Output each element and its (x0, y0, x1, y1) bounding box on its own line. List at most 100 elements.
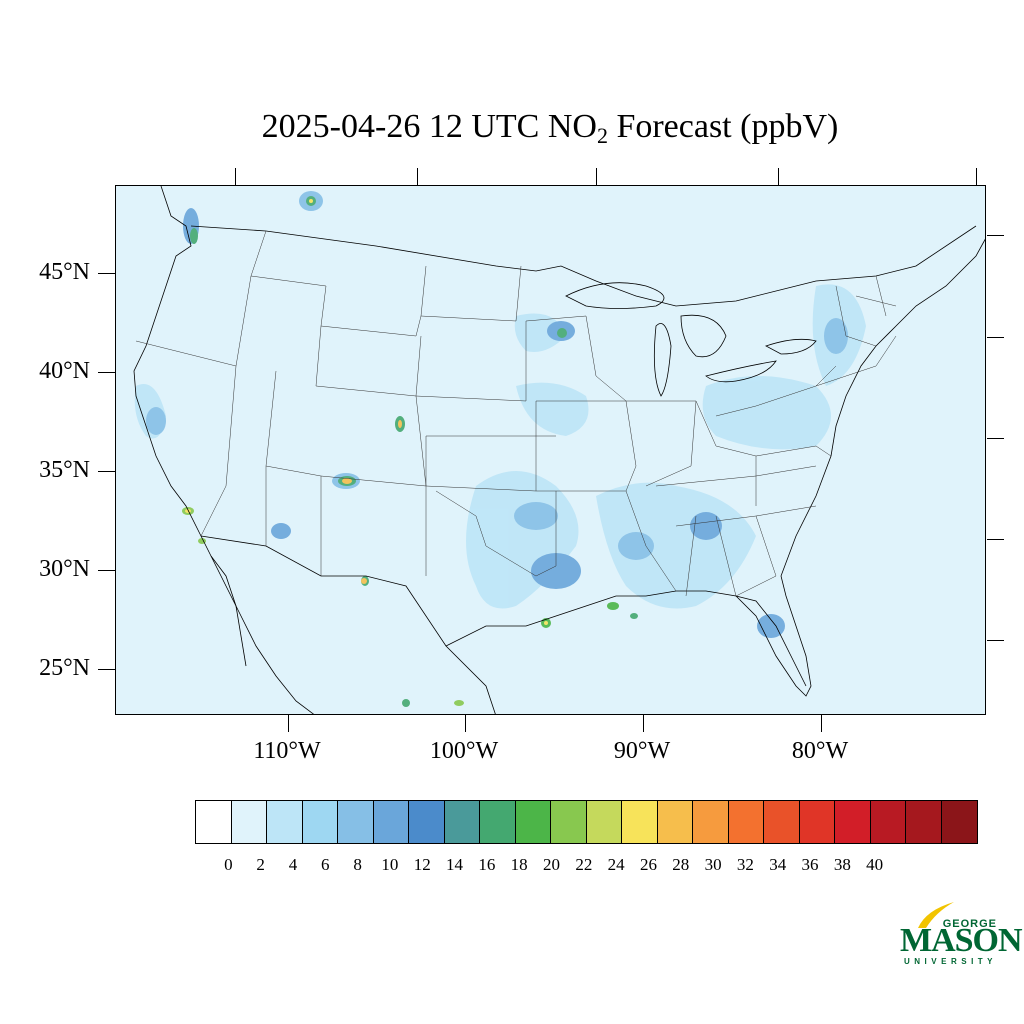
boundaries (133, 186, 985, 714)
lat-label: 45°N (39, 259, 90, 285)
logo-line2: MASON (900, 922, 1023, 959)
bottom-tick (821, 715, 822, 732)
us-canada-border (190, 225, 977, 307)
left-tick (98, 471, 115, 472)
colorbar-swatch (764, 801, 800, 843)
lake-ontario (764, 338, 817, 355)
colorbar-swatch (196, 801, 232, 843)
colorbar-label: 26 (639, 855, 657, 874)
colorbar-swatch (338, 801, 374, 843)
colorbar-label: 32 (736, 855, 754, 874)
title-suffix: Forecast (ppbV) (607, 108, 839, 145)
hotspot-chicago (557, 328, 567, 338)
hotspot-houston-core (544, 621, 548, 625)
colorbar-label: 16 (478, 855, 496, 874)
colorbar-label: 2 (256, 855, 265, 874)
colorbar-swatch (906, 801, 942, 843)
swoosh-icon (918, 902, 954, 928)
colorbar-swatch (870, 801, 906, 843)
colorbar-swatch (515, 801, 551, 843)
hotspot-monterrey (361, 578, 367, 584)
colorbar-label: 10 (381, 855, 399, 874)
concentration-region (702, 376, 831, 450)
right-tick (987, 337, 1004, 338)
concentration-region (531, 553, 581, 589)
hotspot-los-angeles-core (185, 509, 191, 513)
hotspot-phoenix-core (342, 478, 352, 484)
colorbar-label: 34 (769, 855, 787, 874)
bottom-tick (643, 715, 644, 732)
hotspot-seattle (190, 228, 198, 244)
right-tick (987, 438, 1004, 439)
hotspot-mexico-2 (454, 700, 464, 706)
concentration-region (516, 382, 589, 436)
colorbar-swatch (302, 801, 338, 843)
colorbar-label: 4 (288, 855, 298, 874)
right-tick (987, 539, 1004, 540)
top-tick (596, 168, 597, 185)
logo-line1: GEORGE (942, 918, 997, 930)
lake-huron (680, 314, 727, 358)
colorbar-swatch (941, 801, 977, 843)
colorbar-label: 28 (672, 855, 690, 874)
no2-field (134, 191, 866, 707)
title-subscript: 2 (596, 123, 608, 148)
bottom-tick (465, 715, 466, 732)
top-tick (417, 168, 418, 185)
colorbar-label: 14 (446, 855, 464, 874)
lon-label: 90°W (613, 738, 671, 764)
concentration-region (146, 407, 166, 435)
concentration-region (824, 318, 848, 354)
concentration-region (618, 532, 654, 560)
colorbar-swatch (622, 801, 658, 843)
colorbar-label: 36 (801, 855, 819, 874)
left-tick (98, 273, 115, 274)
concentration-region (596, 482, 756, 609)
colorbar-swatch (728, 801, 764, 843)
colorbar-swatch (231, 801, 267, 843)
colorbar-label: 0 (224, 855, 233, 874)
colorbar-swatch (551, 801, 587, 843)
concentration-region (514, 502, 558, 530)
lon-label: 80°W (791, 738, 849, 764)
colorbar-swatch (480, 801, 516, 843)
top-tick (778, 168, 779, 185)
colorbar-label: 40 (866, 855, 884, 874)
colorbar (195, 800, 978, 844)
hotspot-new-orleans-2 (630, 613, 638, 619)
colorbar-swatch (799, 801, 835, 843)
colorbar-label: 24 (607, 855, 625, 874)
hotspot-new-orleans (607, 602, 619, 610)
bottom-tick (288, 715, 289, 732)
hotspot-denver-core (398, 420, 402, 428)
colorbar-swatch (586, 801, 622, 843)
right-tick (987, 235, 1004, 236)
state-boundaries (135, 230, 897, 597)
top-tick (976, 168, 977, 185)
lon-label: 100°W (429, 738, 499, 764)
colorbar-label: 22 (575, 855, 593, 874)
usa-map (133, 186, 985, 714)
colorbar-swatch (409, 801, 445, 843)
hotspot-mexico-1 (402, 699, 410, 707)
chart-title: 2025-04-26 12 UTC NO2 Forecast (ppbV) (0, 108, 1024, 148)
colorbar-label: 6 (321, 855, 330, 874)
colorbar-swatch (657, 801, 693, 843)
lat-label: 35°N (39, 457, 90, 483)
colorbar-swatch (693, 801, 729, 843)
lat-label: 30°N (39, 556, 90, 582)
colorbar-label: 8 (353, 855, 362, 874)
colorbar-label: 12 (413, 855, 431, 874)
west-coastline (133, 186, 315, 714)
title-main: 2025-04-26 12 UTC NO (261, 108, 597, 145)
lake-michigan (653, 323, 672, 397)
lake-superior (565, 282, 665, 309)
right-tick (987, 640, 1004, 641)
colorbar-label: 20 (543, 855, 560, 874)
colorbar-swatch (444, 801, 480, 843)
colorbar-label: 18 (510, 855, 528, 874)
left-tick (98, 669, 115, 670)
us-mexico-border (200, 535, 496, 714)
colorbar-swatch (267, 801, 303, 843)
top-tick (235, 168, 236, 185)
